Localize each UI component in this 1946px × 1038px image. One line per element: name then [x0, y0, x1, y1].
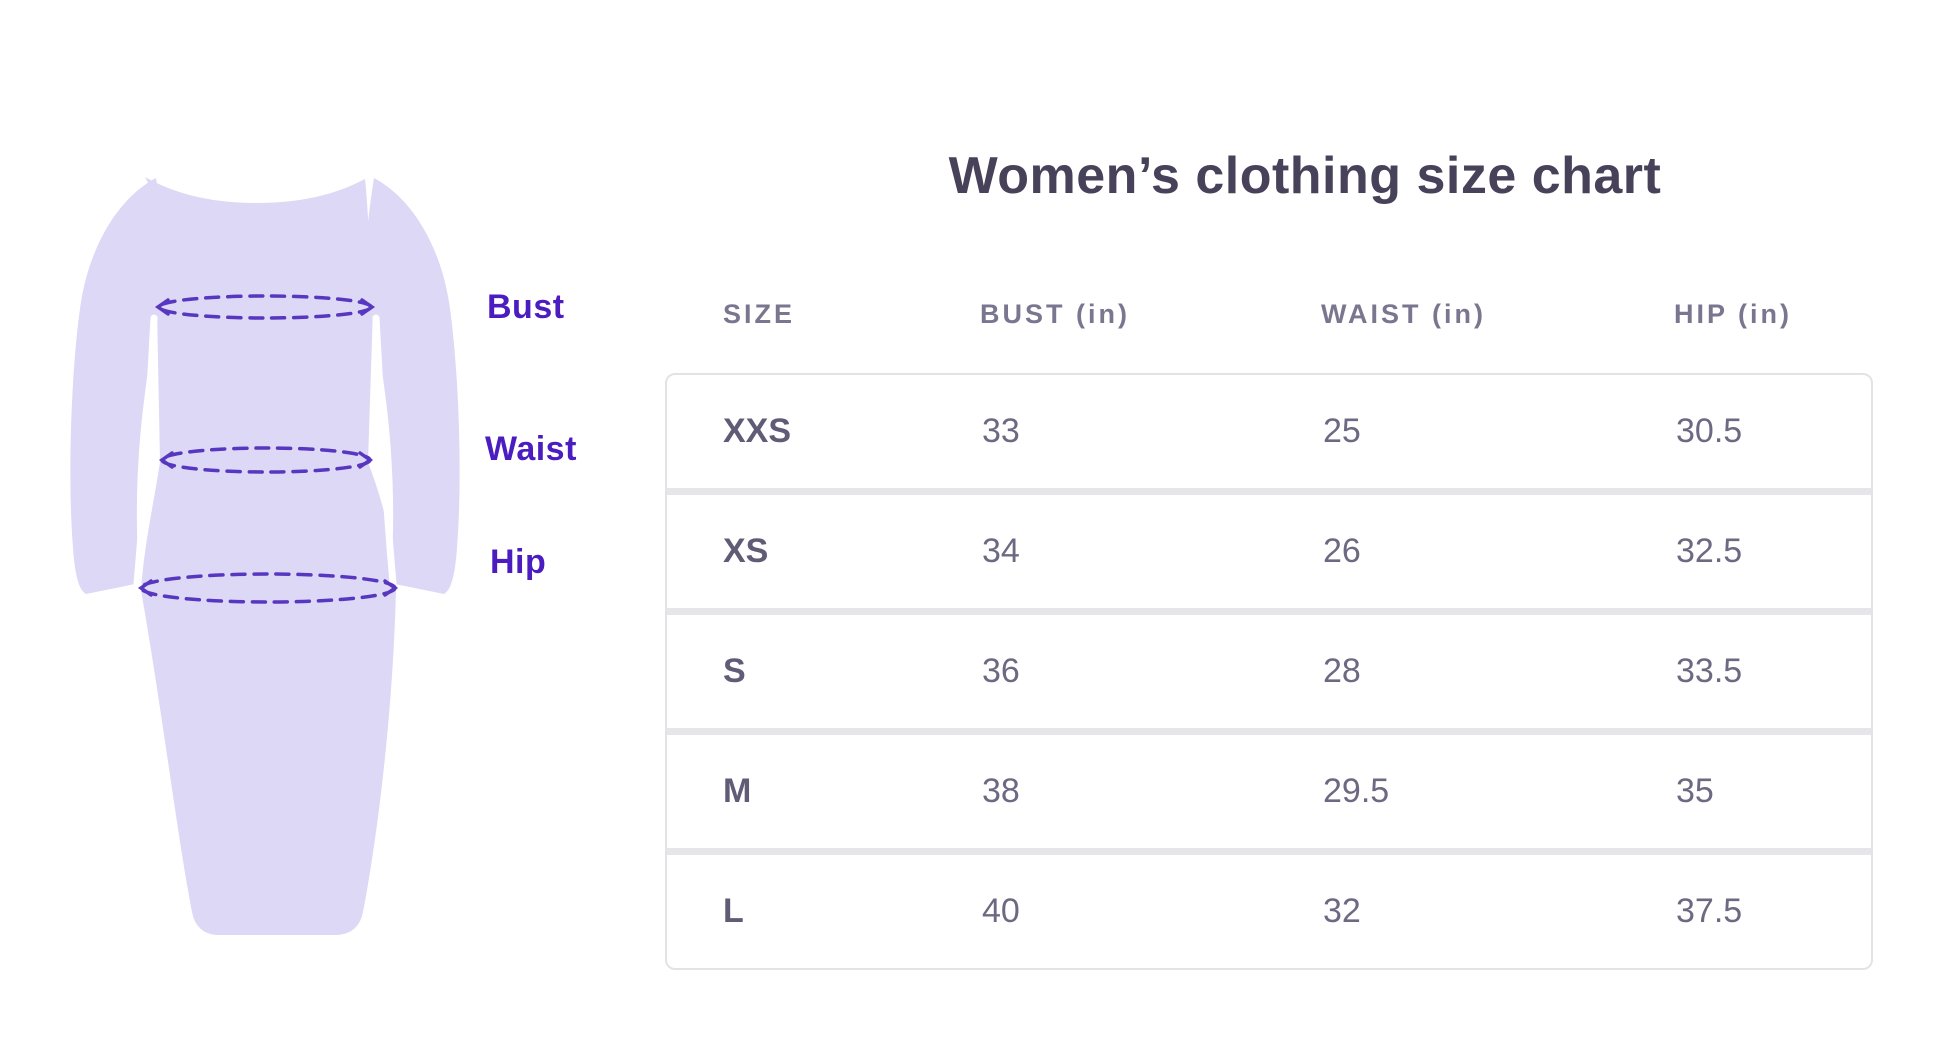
bust-cell: 40 — [982, 892, 1020, 930]
waist-label: Waist — [485, 430, 577, 468]
size-cell: XS — [723, 532, 769, 570]
waist-arrow-left — [158, 451, 174, 469]
size-table: XXS 33 25 30.5 XS 34 26 32.5 S 36 28 33.… — [665, 373, 1873, 970]
column-header-hip: HIP (in) — [1674, 298, 1792, 329]
size-cell: M — [723, 772, 752, 810]
right-seam — [372, 314, 397, 587]
column-header-size: SIZE — [723, 298, 796, 329]
hip-cell: 37.5 — [1676, 892, 1743, 930]
hip-label: Hip — [490, 543, 547, 581]
bust-cell: 36 — [982, 652, 1020, 690]
bust-arrow-right — [360, 298, 376, 316]
table-header-row: SIZE BUST (in) WAIST (in) HIP (in) — [665, 294, 1873, 334]
waist-cell: 28 — [1323, 652, 1361, 690]
dress-right-sleeve-shape — [363, 178, 460, 594]
dress-illustration — [70, 177, 460, 935]
dress-body-shape — [141, 177, 396, 935]
bust-label: Bust — [487, 288, 565, 326]
size-cell: L — [723, 892, 744, 930]
hip-cell: 30.5 — [1676, 412, 1743, 450]
hip-cell: 35 — [1676, 772, 1714, 810]
bust-cell: 34 — [982, 532, 1020, 570]
hip-cell: 32.5 — [1676, 532, 1743, 570]
waist-cell: 29.5 — [1323, 772, 1390, 810]
table-row: XXS 33 25 30.5 — [667, 375, 1871, 495]
column-header-waist: WAIST (in) — [1321, 298, 1486, 329]
table-row: XS 34 26 32.5 — [667, 495, 1871, 615]
bust-arrow-left — [154, 298, 170, 316]
table-row: S 36 28 33.5 — [667, 615, 1871, 735]
waist-cell: 26 — [1323, 532, 1361, 570]
dress-left-sleeve-shape — [70, 178, 167, 594]
left-seam — [133, 314, 158, 587]
waist-cell: 32 — [1323, 892, 1361, 930]
measurement-figure: Bust Waist Hip — [0, 0, 660, 1038]
size-chart-section: Women’s clothing size chart SIZE BUST (i… — [665, 0, 1875, 1038]
bust-cell: 38 — [982, 772, 1020, 810]
waist-arrow-right — [358, 451, 374, 469]
size-cell: S — [723, 652, 746, 690]
hip-arrow-left — [137, 579, 153, 597]
waist-cell: 25 — [1323, 412, 1361, 450]
size-cell: XXS — [723, 412, 792, 450]
table-row: L 40 32 37.5 — [667, 855, 1871, 968]
hip-arrow-right — [383, 579, 399, 597]
table-row: M 38 29.5 35 — [667, 735, 1871, 855]
column-header-bust: BUST (in) — [980, 298, 1130, 329]
hip-cell: 33.5 — [1676, 652, 1743, 690]
bust-cell: 33 — [982, 412, 1020, 450]
page-title: Women’s clothing size chart — [948, 147, 1662, 205]
